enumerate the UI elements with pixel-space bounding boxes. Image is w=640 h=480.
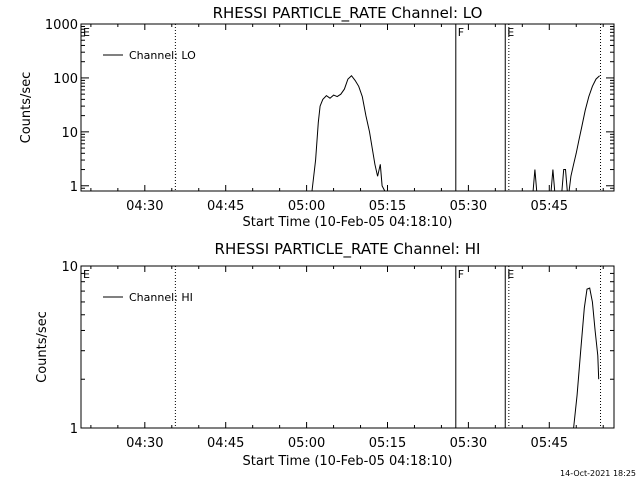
y-tick-label: 1 — [70, 180, 78, 195]
chart-panel-hi: RHESSI PARTICLE_RATE Channel: HI 04:30 04:… — [35, 240, 615, 469]
x-tick-label: 05:30 — [450, 436, 487, 451]
plot-frame — [80, 23, 615, 192]
x-tick-label: 05:00 — [288, 436, 325, 451]
x-tick-label: 05:30 — [450, 199, 487, 214]
x-tick-label: 04:30 — [126, 436, 163, 451]
x-tick-label: 04:30 — [126, 199, 163, 214]
chart-title: RHESSI PARTICLE_RATE Channel: LO — [213, 4, 483, 23]
x-tick-label: 05:00 — [288, 199, 325, 214]
y-tick-label: 1 — [70, 422, 78, 437]
y-axis-label: Counts/sec — [19, 72, 34, 144]
chart-title: RHESSI PARTICLE_RATE Channel: HI — [215, 240, 481, 259]
chart-panel-lo: RHESSI PARTICLE_RATE Channel: LO 04:30 04:… — [19, 4, 615, 230]
footer-timestamp: 14-Oct-2021 18:25 — [560, 469, 636, 478]
x-tick-label: 05:45 — [531, 436, 568, 451]
y-axis-label: Counts/sec — [35, 311, 50, 383]
x-axis-label: Start Time (10-Feb-05 04:18:10) — [243, 454, 453, 469]
marker-label-f: F — [458, 26, 464, 39]
plot-frame — [80, 265, 615, 429]
x-tick-label: 04:45 — [207, 199, 244, 214]
y-tick-label: 10 — [61, 126, 78, 141]
series-line — [561, 169, 568, 192]
marker-label-e: E — [507, 268, 514, 281]
series-line — [573, 287, 600, 429]
y-tick-label: 10 — [61, 260, 78, 275]
marker-label-e: E — [507, 26, 514, 39]
legend-label: Channel: HI — [129, 291, 193, 304]
marker-label-f: F — [458, 268, 464, 281]
x-tick-label: 05:15 — [369, 199, 406, 214]
marker-label-e: E — [83, 268, 90, 281]
x-axis-label: Start Time (10-Feb-05 04:18:10) — [243, 215, 453, 230]
series-line — [568, 75, 600, 192]
x-tick-label: 04:45 — [207, 436, 244, 451]
series-line — [311, 74, 386, 192]
y-tick-label: 1000 — [45, 18, 78, 33]
series-line — [532, 169, 538, 192]
x-tick-label: 05:45 — [531, 199, 568, 214]
series-line — [550, 169, 556, 192]
x-tick-label: 05:15 — [369, 436, 406, 451]
marker-label-e: E — [83, 26, 90, 39]
y-tick-label: 100 — [53, 72, 78, 87]
legend-label: Channel: LO — [129, 49, 196, 62]
